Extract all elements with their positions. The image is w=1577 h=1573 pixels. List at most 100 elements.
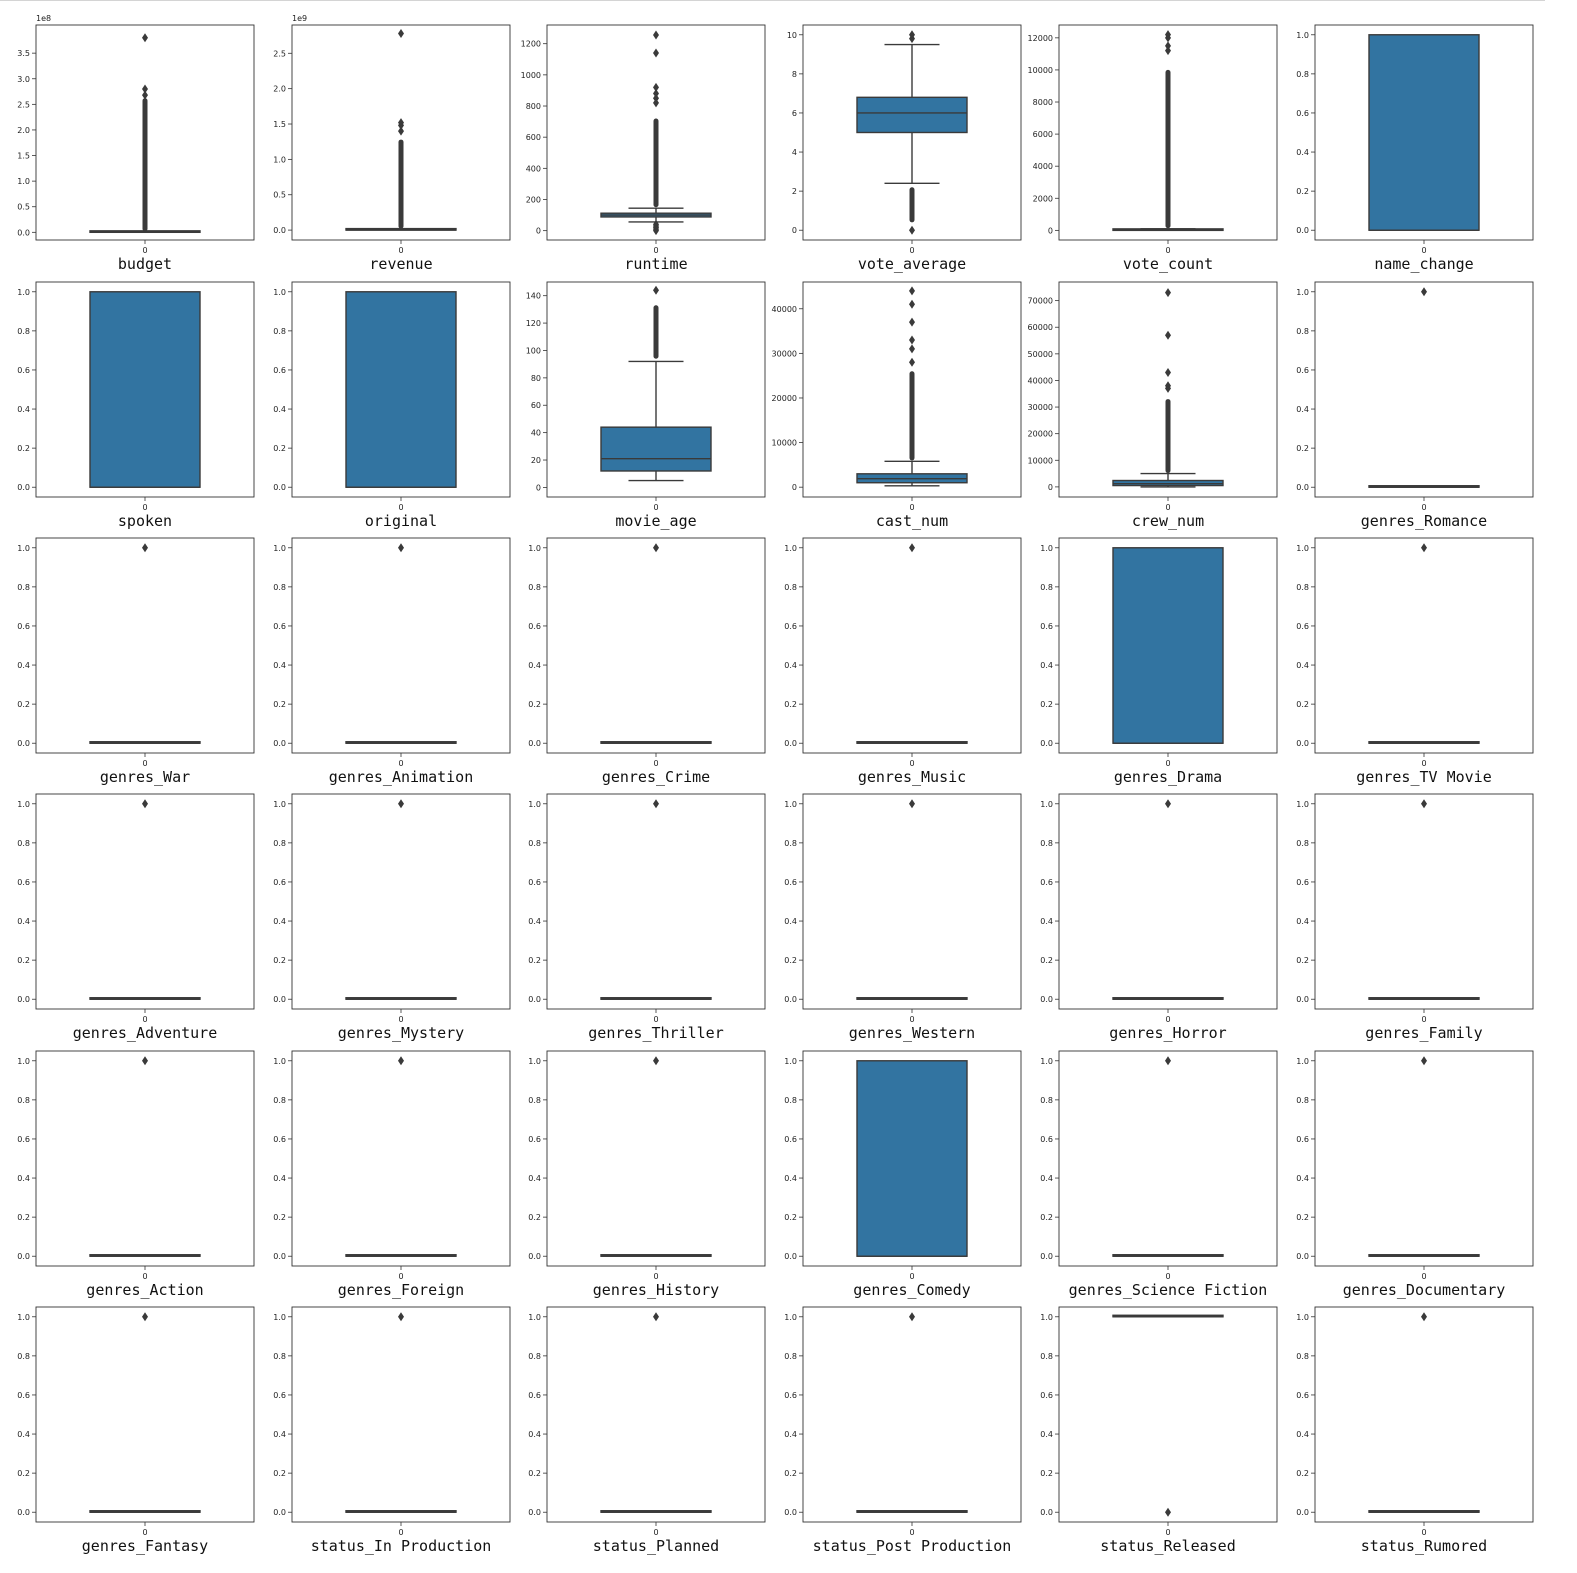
- x-axis-label: runtime: [624, 255, 687, 273]
- y-tick-label: 1.0: [784, 1057, 797, 1066]
- outlier-marker: [909, 543, 915, 553]
- outlier-marker: [1165, 30, 1171, 40]
- y-tick-label: 1.5: [273, 120, 286, 129]
- y-tick-label: 0.0: [528, 995, 541, 1004]
- outlier-marker: [653, 82, 659, 92]
- y-tick-label: 0.8: [17, 583, 30, 592]
- x-axis-label: status_Planned: [593, 1537, 719, 1555]
- outlier-marker: [653, 285, 659, 295]
- y-tick-label: 0.0: [1296, 1508, 1309, 1517]
- y-tick-label: 80: [531, 374, 541, 383]
- y-tick-label: 0: [792, 226, 797, 235]
- y-tick-label: 0.0: [17, 1252, 30, 1261]
- y-tick-label: 0.0: [273, 995, 286, 1004]
- y-tick-label: 0.0: [784, 1508, 797, 1517]
- x-axis-label: vote_count: [1123, 255, 1213, 273]
- y-tick-label: 0.6: [1040, 1135, 1053, 1144]
- y-tick-label: 140: [526, 292, 541, 301]
- y-tick-label: 1.0: [1296, 288, 1309, 297]
- y-tick-label: 0.8: [1296, 839, 1309, 848]
- outlier-marker: [909, 799, 915, 809]
- y-tick-label: 1.0: [273, 800, 286, 809]
- outlier-cluster: [142, 98, 148, 232]
- outlier-marker: [398, 799, 404, 809]
- x-tick-label: 0: [1421, 246, 1426, 255]
- x-axis-label: vote_average: [858, 255, 966, 273]
- y-tick-label: 0.2: [17, 1213, 30, 1222]
- y-tick-label: 0.6: [17, 622, 30, 631]
- y-tick-label: 0.2: [17, 956, 30, 965]
- outlier-marker: [1165, 46, 1171, 56]
- y-tick-label: 10000: [1028, 66, 1053, 75]
- y-tick-label: 0.8: [1296, 327, 1309, 336]
- x-tick-label: 0: [142, 1272, 147, 1281]
- iqr-box: [1368, 34, 1480, 231]
- y-tick-label: 0.2: [17, 1469, 30, 1478]
- y-tick-label: 0.2: [1296, 187, 1309, 196]
- axes-frame: [1314, 1306, 1534, 1523]
- outlier-marker: [909, 357, 915, 367]
- y-tick-label: 0.6: [1040, 622, 1053, 631]
- y-tick-label: 0.6: [1296, 1135, 1309, 1144]
- outlier-marker: [142, 90, 148, 100]
- x-axis-label: status_Released: [1100, 1537, 1235, 1555]
- y-tick-label: 1.0: [17, 1057, 30, 1066]
- y-tick-label: 40000: [772, 305, 797, 314]
- x-tick-label: 0: [909, 1015, 914, 1024]
- x-axis-label: spoken: [118, 512, 172, 530]
- x-tick-label: 0: [653, 1272, 658, 1281]
- y-tick-label: 0.0: [1296, 483, 1309, 492]
- x-tick-label: 0: [653, 1528, 658, 1537]
- y-tick-label: 0.6: [784, 878, 797, 887]
- y-tick-label: 0.4: [1040, 661, 1053, 670]
- y-tick-label: 4000: [1033, 162, 1053, 171]
- x-axis-label: status_Rumored: [1361, 1537, 1487, 1555]
- outlier-marker: [1165, 367, 1171, 377]
- x-tick-label: 0: [398, 246, 403, 255]
- axes-frame: [291, 1306, 511, 1523]
- y-tick-label: 1.0: [784, 544, 797, 553]
- axes-frame: [546, 793, 766, 1010]
- y-tick-label: 0: [536, 227, 541, 236]
- outlier-marker: [653, 799, 659, 809]
- y-tick-label: 0.4: [1296, 405, 1309, 414]
- y-tick-label: 0.4: [17, 661, 30, 670]
- y-tick-label: 1.0: [17, 177, 30, 186]
- y-tick-label: 0.8: [1296, 1352, 1309, 1361]
- y-tick-label: 0.4: [528, 917, 541, 926]
- outlier-cluster: [909, 187, 915, 223]
- y-tick-label: 200: [526, 195, 541, 204]
- y-tick-label: 0.8: [784, 839, 797, 848]
- y-tick-label: 12000: [1028, 34, 1053, 43]
- x-axis-label: movie_age: [615, 512, 696, 530]
- y-tick-label: 0.0: [784, 995, 797, 1004]
- x-axis-label: genres_Animation: [329, 768, 474, 786]
- x-axis-label: genres_TV Movie: [1356, 768, 1491, 786]
- y-tick-label: 0.2: [1040, 1213, 1053, 1222]
- y-tick-label: 0.0: [17, 228, 30, 237]
- iqr-box: [89, 291, 201, 488]
- y-tick-label: 0.8: [273, 583, 286, 592]
- outlier-cluster: [398, 139, 404, 229]
- x-axis-label: genres_Documentary: [1343, 1281, 1506, 1299]
- y-tick-label: 0.8: [1296, 70, 1309, 79]
- outlier-cluster: [653, 305, 659, 359]
- y-tick-label: 1.0: [1040, 544, 1053, 553]
- outlier-marker: [1421, 799, 1427, 809]
- x-axis-label: genres_Family: [1365, 1024, 1482, 1042]
